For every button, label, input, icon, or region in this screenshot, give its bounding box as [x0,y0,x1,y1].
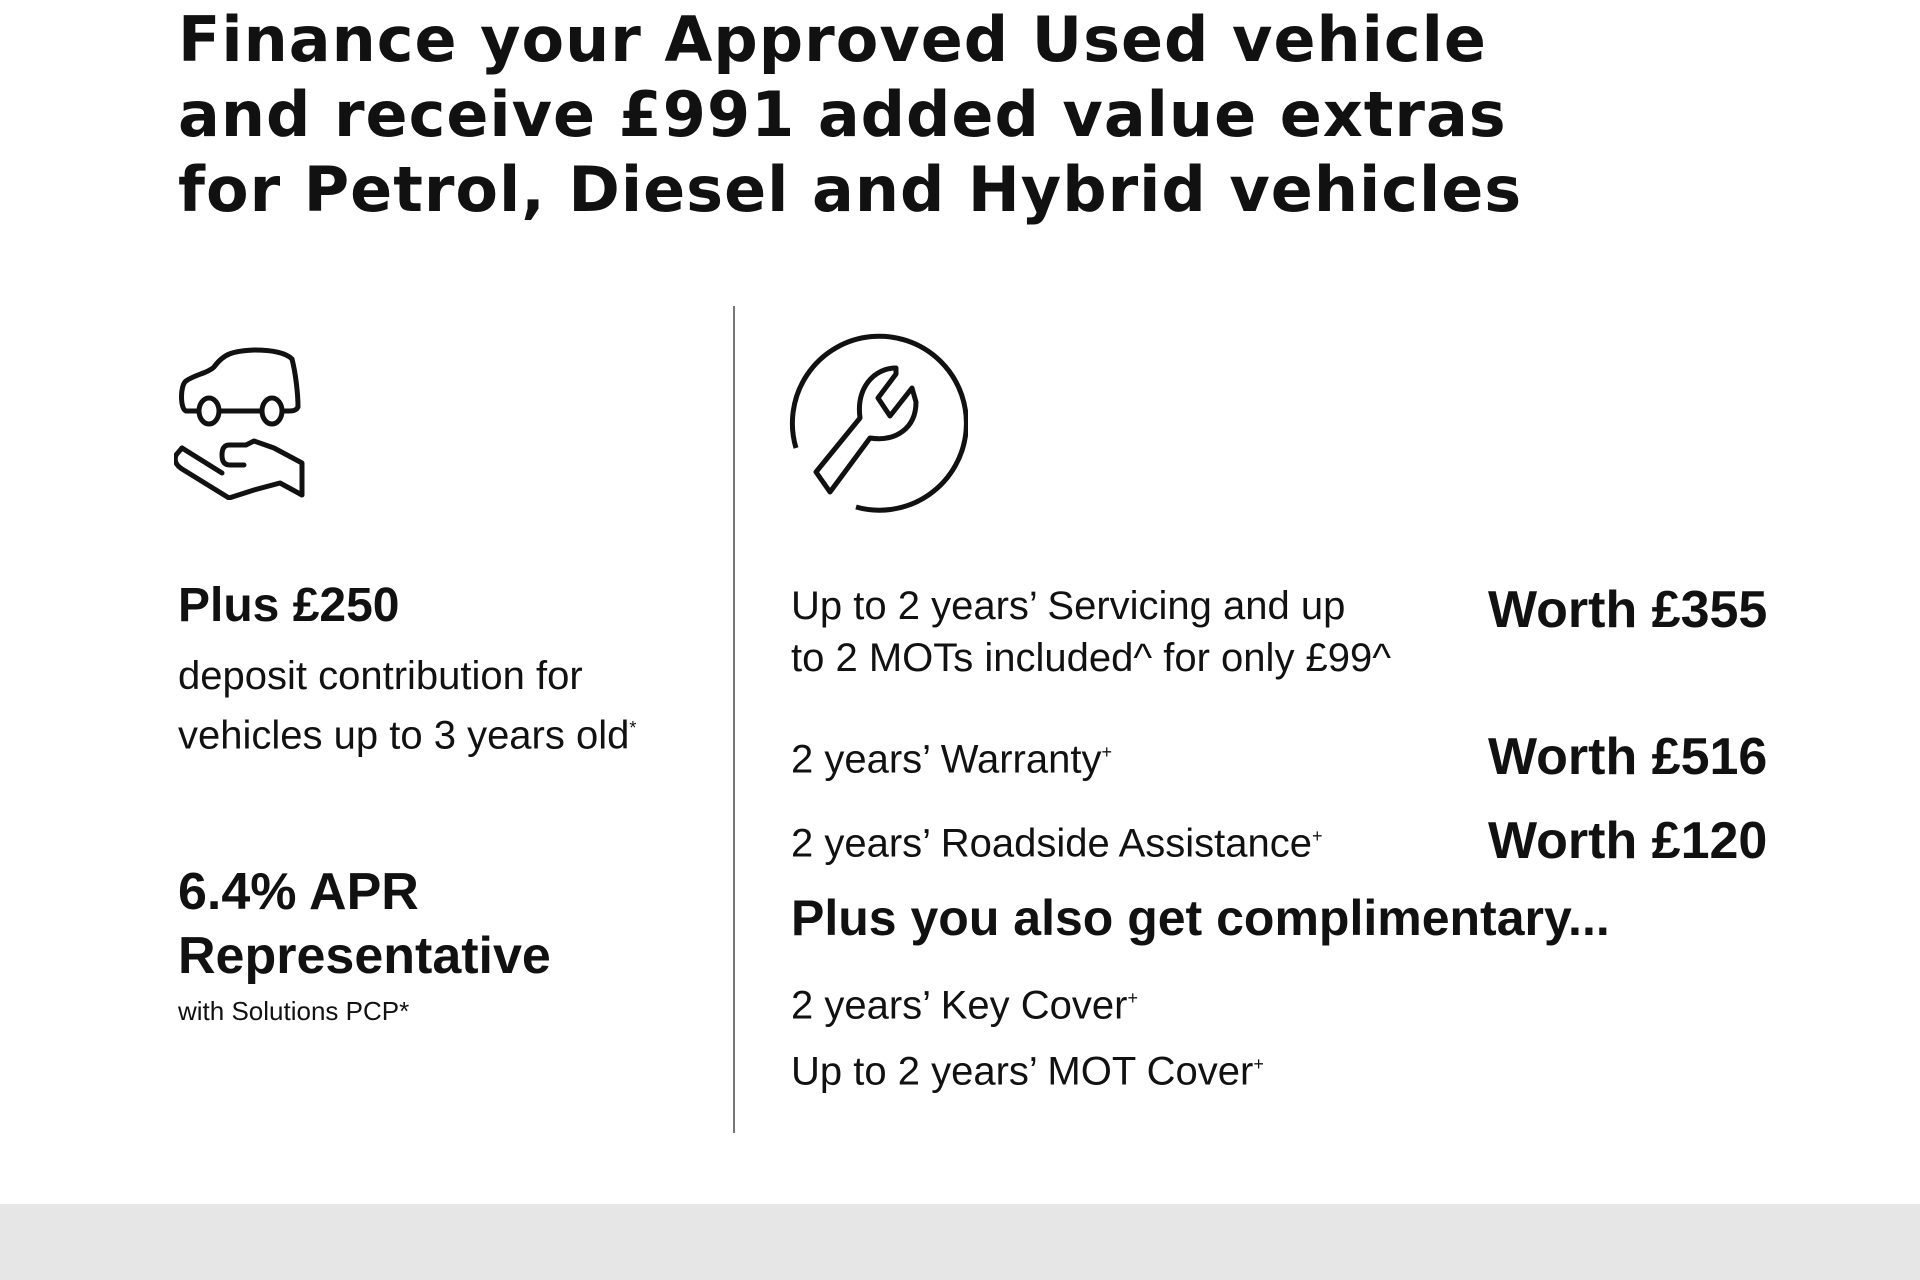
footer-band [0,1204,1920,1280]
warranty-text: 2 years’ Warranty [791,737,1102,782]
key-cover-text: 2 years’ Key Cover [791,983,1128,1028]
apr-line-1: 6.4% APR [178,863,419,921]
mot-cover-footnote-mark: + [1253,1054,1264,1074]
roadside-worth: Worth £120 [1488,812,1768,870]
apr-note: with Solutions PCP* [178,996,410,1026]
mot-cover-label: Up to 2 years’ MOT Cover+ [791,1038,1264,1097]
warranty-worth: Worth £516 [1488,728,1768,786]
deposit-footnote-mark: * [629,718,637,738]
headline-line-3: for Petrol, Diesel and Hybrid vehicles [178,153,1523,226]
apr-line-2: Representative [178,927,551,985]
roadside-footnote-mark: + [1312,826,1323,846]
warranty-label: 2 years’ Warranty+ [791,726,1112,785]
headline-line-1: Finance your Approved Used vehicle [178,3,1487,76]
headline: Finance your Approved Used vehicle and r… [178,2,1522,227]
key-cover-label: 2 years’ Key Cover+ [791,972,1138,1031]
complimentary-heading: Plus you also get complimentary... [791,890,1610,946]
roadside-text: 2 years’ Roadside Assistance [791,821,1313,866]
mot-cover-text: Up to 2 years’ MOT Cover [791,1049,1254,1094]
car-in-hand-icon [174,347,305,500]
servicing-line-1: Up to 2 years’ Servicing and up [791,584,1346,628]
warranty-footnote-mark: + [1101,742,1112,762]
deposit-line-2: vehicles up to 3 years old* [178,702,636,761]
deposit-line-1: deposit contribution for [178,654,583,698]
key-cover-footnote-mark: + [1127,988,1138,1008]
headline-line-2: and receive £991 added value extras [178,78,1507,151]
servicing-worth: Worth £355 [1488,581,1768,639]
servicing-line-2: to 2 MOTs included^ for only £99^ [791,636,1392,680]
roadside-label: 2 years’ Roadside Assistance+ [791,810,1323,869]
wrench-circle-icon [789,333,968,513]
deposit-heading: Plus £250 [178,579,400,632]
deposit-line-2-text: vehicles up to 3 years old [178,713,630,758]
column-divider [733,306,735,1133]
